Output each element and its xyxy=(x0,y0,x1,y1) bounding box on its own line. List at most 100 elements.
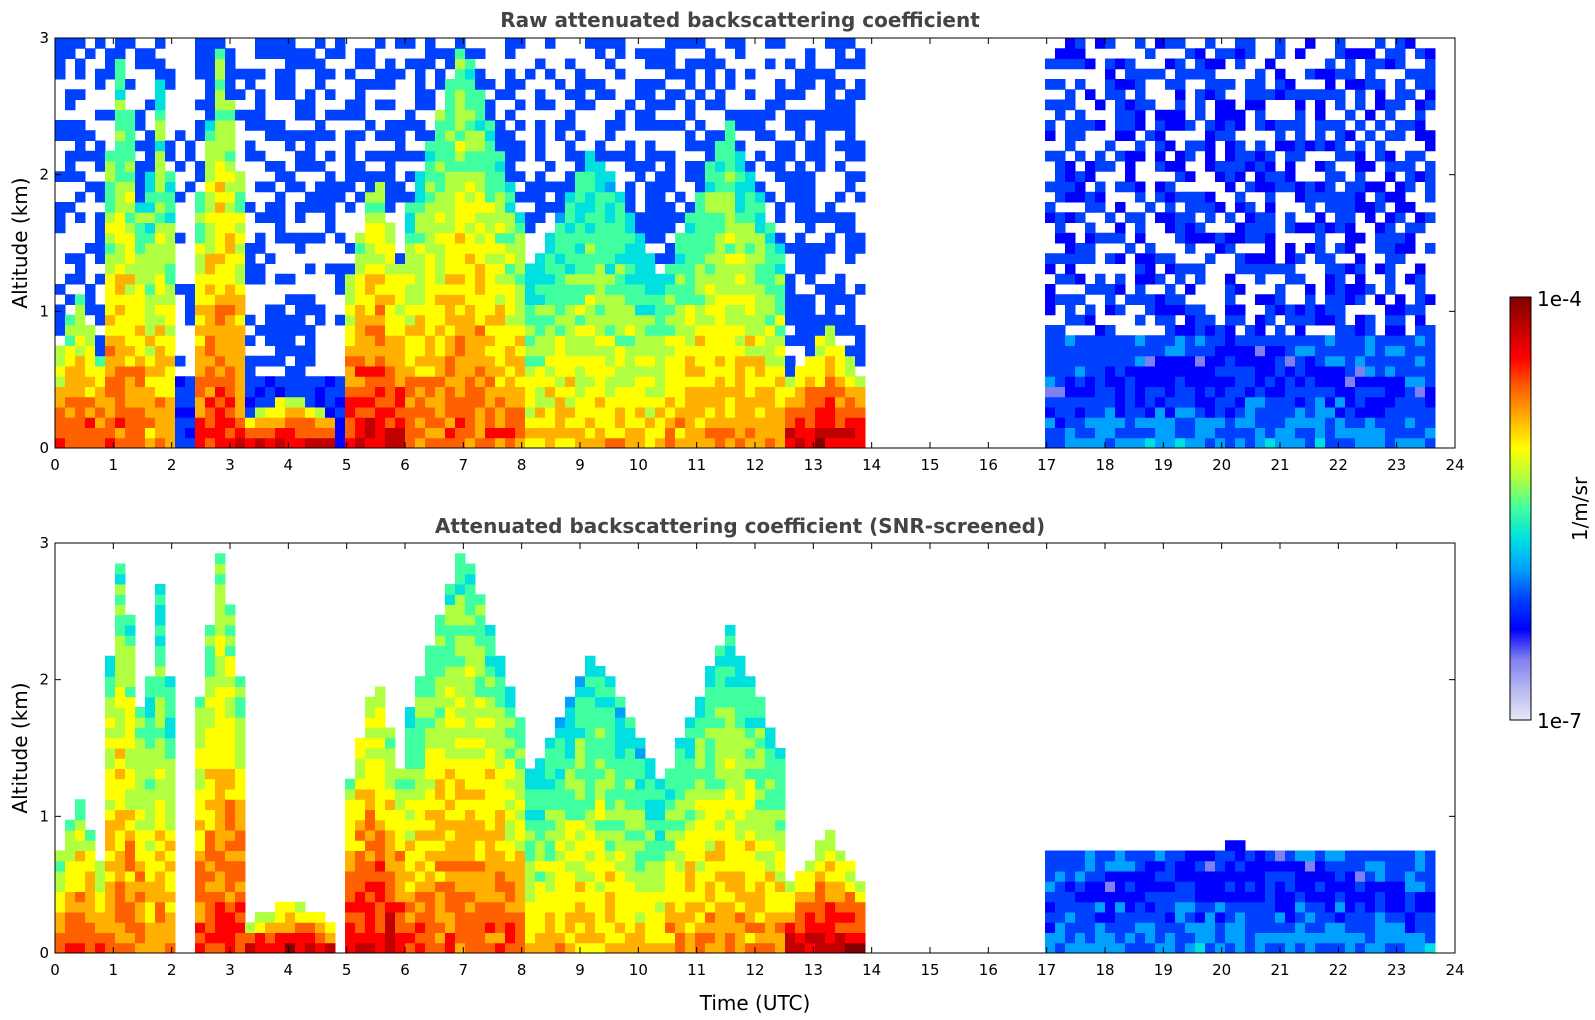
heatmap-cell xyxy=(215,819,226,831)
heatmap-cell xyxy=(205,212,216,223)
heatmap-cell xyxy=(485,809,496,821)
heatmap-cell xyxy=(215,161,226,172)
heatmap-cell xyxy=(1075,38,1086,49)
heatmap-cell xyxy=(1065,366,1076,377)
heatmap-cell xyxy=(275,922,286,933)
heatmap-cell xyxy=(1205,366,1216,377)
heatmap-cell xyxy=(205,202,216,213)
heatmap-cell xyxy=(365,294,376,305)
heatmap-cell xyxy=(265,932,276,944)
heatmap-cell xyxy=(665,912,676,923)
heatmap-cell xyxy=(395,799,406,810)
x-tick-label: 11 xyxy=(687,456,706,474)
heatmap-cell xyxy=(1215,437,1226,449)
heatmap-cell xyxy=(225,737,236,749)
heatmap-cell xyxy=(1095,120,1106,131)
heatmap-cell xyxy=(95,38,106,49)
heatmap-cell xyxy=(205,304,216,316)
heatmap-cell xyxy=(715,161,726,172)
heatmap-cell xyxy=(1115,222,1126,234)
x-tick-label: 17 xyxy=(1037,456,1056,474)
heatmap-cell xyxy=(215,912,226,923)
heatmap-cell xyxy=(1305,181,1316,193)
heatmap-cell xyxy=(425,666,436,677)
raw-y-axis-label: Altitude (km) xyxy=(8,177,32,308)
heatmap-cell xyxy=(55,120,66,131)
heatmap-cell xyxy=(345,799,356,810)
heatmap-cell xyxy=(855,243,866,254)
heatmap-cell xyxy=(165,912,176,923)
heatmap-cell xyxy=(155,748,166,759)
heatmap-cell xyxy=(455,789,466,800)
heatmap-cell xyxy=(705,232,716,244)
heatmap-cell xyxy=(105,666,116,677)
heatmap-cell xyxy=(1115,437,1126,449)
heatmap-cell xyxy=(575,717,586,728)
heatmap-cell xyxy=(1325,284,1336,295)
heatmap-cell xyxy=(1335,314,1346,326)
heatmap-cell xyxy=(665,314,676,326)
heatmap-cell xyxy=(405,232,416,244)
heatmap-cell xyxy=(635,778,646,790)
heatmap-cell xyxy=(475,263,486,275)
heatmap-cell xyxy=(215,830,226,841)
heatmap-cell xyxy=(1395,38,1406,49)
heatmap-cell xyxy=(325,407,336,418)
heatmap-cell xyxy=(675,376,686,387)
heatmap-cell xyxy=(615,386,626,398)
heatmap-cell xyxy=(165,696,176,708)
heatmap-cell xyxy=(1185,325,1196,336)
heatmap-cell xyxy=(315,120,326,131)
heatmap-cell xyxy=(295,912,306,923)
heatmap-cell xyxy=(675,789,686,800)
heatmap-cell xyxy=(415,789,426,800)
heatmap-cell xyxy=(495,89,506,100)
heatmap-cell xyxy=(1185,232,1196,244)
heatmap-cell xyxy=(215,99,226,111)
heatmap-cell xyxy=(555,243,566,254)
heatmap-cell xyxy=(685,840,696,851)
heatmap-cell xyxy=(545,232,556,244)
heatmap-cell xyxy=(355,335,366,346)
heatmap-cell xyxy=(475,901,486,913)
heatmap-cell xyxy=(585,707,596,718)
heatmap-cell xyxy=(1055,407,1066,418)
heatmap-cell xyxy=(1365,407,1376,418)
heatmap-cell xyxy=(785,243,796,254)
heatmap-cell xyxy=(1425,427,1436,439)
heatmap-cell xyxy=(505,768,516,780)
heatmap-cell xyxy=(685,717,696,728)
heatmap-cell xyxy=(1305,202,1316,213)
heatmap-cell xyxy=(495,891,506,903)
heatmap-cell xyxy=(245,263,256,275)
heatmap-cell xyxy=(585,871,596,882)
heatmap-cell xyxy=(215,707,226,718)
heatmap-cell xyxy=(1395,304,1406,316)
heatmap-cell xyxy=(245,314,256,326)
heatmap-cell xyxy=(65,38,76,49)
heatmap-cell xyxy=(715,417,726,428)
heatmap-cell xyxy=(1285,253,1296,264)
heatmap-cell xyxy=(165,263,176,275)
heatmap-cell xyxy=(1115,181,1126,193)
heatmap-cell xyxy=(125,819,136,831)
heatmap-cell xyxy=(225,686,236,698)
heatmap-cell xyxy=(555,284,566,295)
heatmap-cell xyxy=(855,79,866,90)
heatmap-cell xyxy=(585,819,596,831)
heatmap-cell xyxy=(1075,273,1086,285)
heatmap-cell xyxy=(515,748,526,759)
heatmap-cell xyxy=(475,891,486,903)
heatmap-cell xyxy=(205,901,216,913)
heatmap-cell xyxy=(495,922,506,933)
heatmap-cell xyxy=(635,243,646,254)
heatmap-cell xyxy=(145,232,156,244)
heatmap-cell xyxy=(325,437,336,449)
heatmap-cell xyxy=(1105,396,1116,408)
heatmap-cell xyxy=(1205,150,1216,162)
heatmap-cell xyxy=(755,325,766,336)
heatmap-cell xyxy=(1345,335,1356,346)
heatmap-cell xyxy=(55,284,66,295)
heatmap-cell xyxy=(735,325,746,336)
heatmap-cell xyxy=(565,891,576,903)
